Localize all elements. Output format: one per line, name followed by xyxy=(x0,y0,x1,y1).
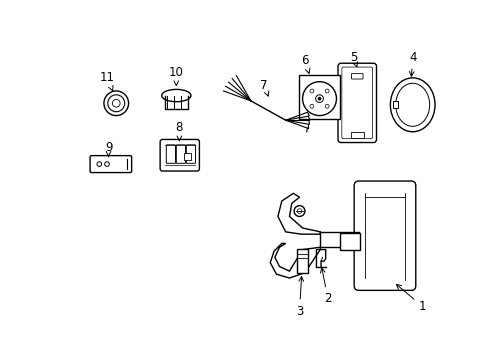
FancyBboxPatch shape xyxy=(90,156,131,172)
Text: 9: 9 xyxy=(104,141,112,157)
FancyBboxPatch shape xyxy=(341,67,372,139)
FancyBboxPatch shape xyxy=(296,249,307,273)
Circle shape xyxy=(293,206,305,216)
FancyBboxPatch shape xyxy=(340,233,359,250)
FancyBboxPatch shape xyxy=(353,181,415,291)
Circle shape xyxy=(317,97,321,100)
Circle shape xyxy=(112,99,120,107)
Circle shape xyxy=(302,82,336,116)
FancyBboxPatch shape xyxy=(186,145,195,163)
Circle shape xyxy=(107,95,124,112)
FancyBboxPatch shape xyxy=(337,63,376,143)
Ellipse shape xyxy=(389,78,434,132)
FancyBboxPatch shape xyxy=(392,101,398,108)
Polygon shape xyxy=(277,193,320,234)
FancyBboxPatch shape xyxy=(351,73,362,79)
Circle shape xyxy=(325,89,328,93)
Text: 5: 5 xyxy=(349,50,357,67)
Text: 3: 3 xyxy=(295,276,303,318)
Circle shape xyxy=(97,162,102,166)
Circle shape xyxy=(315,95,323,103)
Ellipse shape xyxy=(395,83,429,126)
Text: 4: 4 xyxy=(408,50,416,76)
Circle shape xyxy=(297,209,301,213)
Circle shape xyxy=(104,91,128,116)
FancyBboxPatch shape xyxy=(350,132,363,138)
Text: 2: 2 xyxy=(320,268,331,305)
Text: 1: 1 xyxy=(396,284,426,313)
Circle shape xyxy=(309,104,313,108)
FancyBboxPatch shape xyxy=(166,145,175,163)
FancyBboxPatch shape xyxy=(298,75,340,119)
Text: 11: 11 xyxy=(99,71,114,91)
Circle shape xyxy=(309,89,313,93)
Circle shape xyxy=(104,162,109,166)
Text: 10: 10 xyxy=(168,66,183,86)
Polygon shape xyxy=(270,243,320,278)
FancyBboxPatch shape xyxy=(176,145,185,163)
FancyBboxPatch shape xyxy=(160,139,199,171)
Ellipse shape xyxy=(162,89,190,102)
Text: 6: 6 xyxy=(301,54,309,73)
Text: 8: 8 xyxy=(175,121,183,141)
Circle shape xyxy=(325,104,328,108)
Text: 7: 7 xyxy=(260,79,268,96)
FancyBboxPatch shape xyxy=(183,153,190,160)
